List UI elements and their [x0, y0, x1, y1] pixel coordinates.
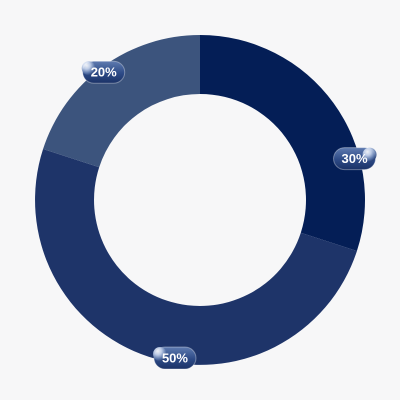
label-orb-icon: [152, 347, 167, 362]
donut-slice-30-pct: [200, 35, 365, 251]
slice-label-50-pct: 50%: [152, 346, 197, 370]
donut-slice-50-pct: [35, 149, 357, 365]
slice-label-text: 30%: [342, 151, 368, 166]
donut-slices: [35, 35, 365, 365]
label-orb-icon: [81, 61, 96, 76]
slice-label-text: 20%: [91, 65, 117, 80]
slice-label-text: 50%: [162, 351, 188, 366]
label-orb-icon: [362, 147, 377, 162]
donut-labels: 30% 50% 20%: [81, 60, 377, 370]
slice-label-20-pct: 20%: [81, 60, 126, 84]
slice-label-30-pct: 30%: [333, 147, 377, 171]
donut-slice-20-pct: [43, 35, 200, 168]
